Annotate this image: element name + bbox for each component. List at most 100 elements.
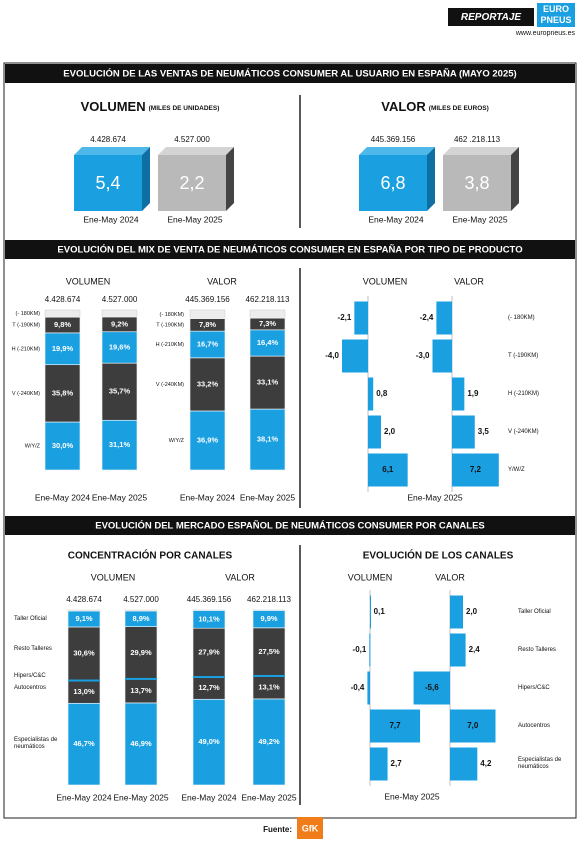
bar-segment bbox=[44, 316, 81, 334]
bar bbox=[367, 671, 370, 705]
segment-name: W/Y/Z bbox=[25, 443, 41, 449]
separator bbox=[193, 676, 225, 679]
segment-label: 13,1% bbox=[258, 682, 280, 691]
panel-unit: (MILES DE EUROS) bbox=[429, 105, 489, 112]
segment-name: V (-240KM) bbox=[156, 382, 184, 388]
segment-name-box: Autocentros bbox=[14, 685, 47, 692]
segment-name: T (-190KM) bbox=[156, 322, 184, 328]
bar-segment bbox=[249, 329, 286, 357]
segment-label: 19,9% bbox=[52, 344, 74, 353]
segment-label: 49,2% bbox=[258, 737, 280, 746]
bar-label: 2,0 bbox=[466, 607, 478, 616]
segment-name: Especialistas de neumáticos bbox=[14, 737, 58, 751]
box-side bbox=[511, 147, 519, 211]
segment-label: 13,7% bbox=[130, 686, 152, 695]
bar bbox=[450, 633, 466, 667]
bar-label: -0,4 bbox=[351, 683, 365, 692]
bar-label: 2,4 bbox=[469, 645, 481, 654]
bar-total: 4.527.000 bbox=[102, 295, 138, 304]
bar bbox=[413, 671, 450, 705]
group-title: VALOR bbox=[454, 276, 484, 286]
segment-label: 16,7% bbox=[197, 339, 219, 348]
bar-total: 462.218.113 bbox=[247, 595, 291, 604]
category-label-box: H (-210KM) bbox=[508, 390, 540, 397]
segment-label: 49,0% bbox=[198, 737, 220, 746]
group-title: VALOR bbox=[207, 276, 237, 286]
bar-label: 3,5 bbox=[478, 427, 490, 436]
brand-bottom: PNEUS bbox=[540, 15, 571, 25]
bar-segment bbox=[67, 702, 101, 786]
category-label-box: Hipers/C&C bbox=[518, 685, 550, 691]
category-label: Taller Oficial bbox=[518, 608, 551, 615]
bar-period: Ene-May 2024 bbox=[180, 492, 236, 502]
segment-label: 31,1% bbox=[109, 440, 131, 449]
box-top bbox=[443, 147, 519, 155]
segment-label: 35,8% bbox=[52, 388, 74, 397]
segment-label: 9,2% bbox=[111, 319, 128, 328]
bar bbox=[450, 747, 478, 781]
bar-period: Ene-May 2024 bbox=[35, 492, 91, 502]
category-label-box: Autocentros bbox=[518, 722, 551, 729]
bar-total: 4.428.674 bbox=[66, 595, 102, 604]
section-title: EVOLUCIÓN DEL MERCADO ESPAÑOL DE NEUMÁTI… bbox=[95, 520, 485, 532]
section-bar bbox=[5, 240, 575, 259]
box-front bbox=[443, 155, 511, 211]
period-label: Ene-May 2025 bbox=[384, 791, 440, 801]
segment-label: 9,9% bbox=[260, 614, 277, 623]
url: www.europneus.es bbox=[515, 30, 576, 37]
bar-segment bbox=[189, 410, 226, 471]
segment-name: W/Y/Z bbox=[169, 438, 185, 444]
box-total: 445.369.156 bbox=[371, 135, 416, 144]
bar-period: Ene-May 2025 bbox=[113, 792, 169, 802]
segment-label: 19,6% bbox=[109, 342, 131, 351]
section-bar bbox=[5, 64, 575, 83]
box-period: Ene-May 2024 bbox=[368, 214, 424, 224]
segment-label: 36,9% bbox=[197, 435, 219, 444]
category-label: Autocentros bbox=[518, 722, 551, 729]
category-label: T (-190KM) bbox=[508, 352, 539, 359]
bar-total: 462.218.113 bbox=[246, 295, 290, 304]
bar-period: Ene-May 2025 bbox=[241, 792, 297, 802]
bar-segment bbox=[249, 355, 286, 410]
frame bbox=[3, 62, 577, 819]
box-period: Ene-May 2025 bbox=[167, 214, 223, 224]
bar-segment bbox=[252, 610, 286, 629]
segment-name: H (-210KM) bbox=[12, 346, 41, 352]
box-change: 5,4 bbox=[95, 173, 120, 193]
category-label: H (-210KM) bbox=[508, 390, 540, 397]
panel-title: VOLUMEN (MILES DE UNIDADES) bbox=[81, 99, 220, 114]
segment-name-box: Especialistas de neumáticos bbox=[14, 737, 58, 751]
group-title: VOLUMEN bbox=[348, 572, 393, 582]
bar-segment bbox=[192, 698, 226, 786]
category-label-box: Y/W/Z bbox=[508, 467, 525, 473]
bar-period: Ene-May 2025 bbox=[92, 492, 148, 502]
bar bbox=[370, 595, 371, 629]
bar-segment bbox=[101, 362, 138, 421]
segment-label: 12,7% bbox=[198, 683, 220, 692]
bar-label: 7,7 bbox=[389, 721, 401, 730]
bar bbox=[370, 747, 388, 781]
bar-total: 445.369.156 bbox=[185, 295, 230, 304]
bar-label: -0,1 bbox=[353, 645, 367, 654]
bar-segment bbox=[252, 698, 286, 786]
panel-title-main: VOLUMEN bbox=[81, 99, 146, 114]
bar-segment bbox=[124, 610, 158, 627]
bar-segment bbox=[124, 702, 158, 786]
segment-label: 9,8% bbox=[54, 320, 71, 329]
segment-name-box: Resto Talleres bbox=[14, 646, 52, 652]
brand-logo-bg bbox=[537, 3, 575, 27]
bar bbox=[368, 453, 408, 487]
bar-segment bbox=[189, 318, 226, 332]
section-title: EVOLUCIÓN DE LAS VENTAS DE NEUMÁTICOS CO… bbox=[63, 68, 516, 80]
panel-title: EVOLUCIÓN DE LOS CANALES bbox=[363, 549, 514, 562]
box-front bbox=[74, 155, 142, 211]
category-label-box: Resto Talleres bbox=[518, 647, 556, 653]
bar-total: 4.428.674 bbox=[45, 295, 81, 304]
bar-label: -4,0 bbox=[325, 351, 339, 360]
bar bbox=[370, 709, 421, 743]
period-label: Ene-May 2025 bbox=[407, 492, 463, 502]
bar-label: 2,7 bbox=[391, 759, 403, 768]
bar bbox=[436, 301, 452, 335]
segment-label: 33,2% bbox=[197, 379, 219, 388]
segment-name: Autocentros bbox=[14, 685, 47, 692]
